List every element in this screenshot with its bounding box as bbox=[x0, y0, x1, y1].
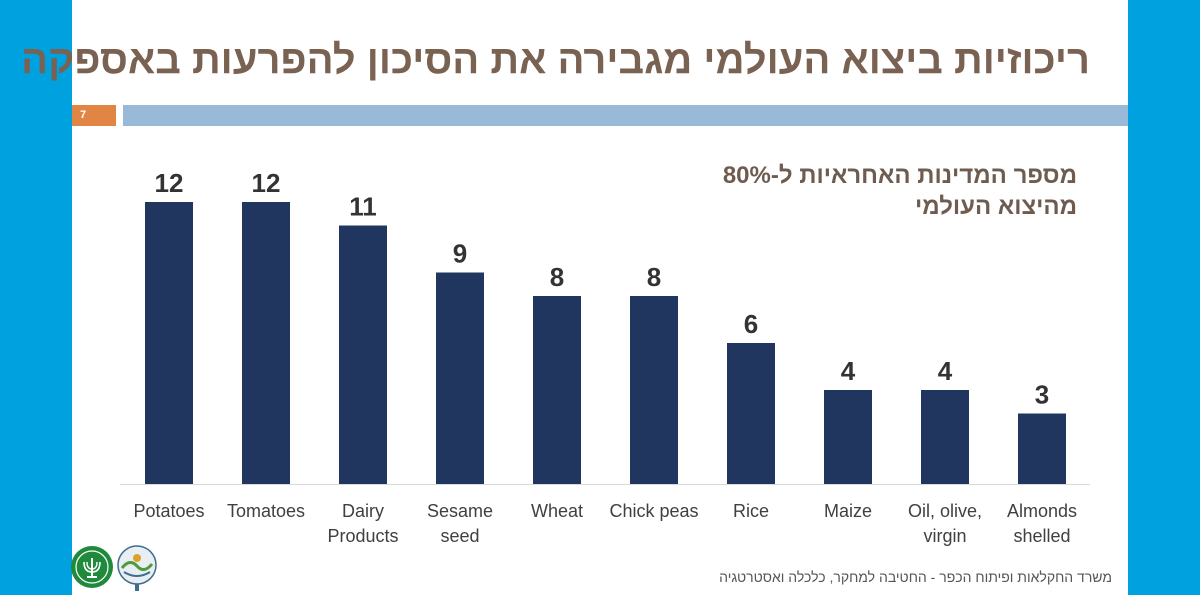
chart-subtitle-line2: מהיצוא העולמי bbox=[915, 193, 1077, 220]
research-division-emblem-icon bbox=[117, 545, 157, 591]
category-tick-label: Maize bbox=[824, 501, 872, 521]
category-tick-label: Oil, olive, virgin bbox=[908, 501, 982, 546]
bar bbox=[921, 390, 969, 484]
data-label: 11 bbox=[349, 192, 377, 222]
right-frame-bar bbox=[1128, 0, 1200, 595]
data-label: 8 bbox=[550, 262, 564, 292]
slide-title: ריכוזיות ביצוא העולמי מגבירה את הסיכון ל… bbox=[21, 38, 1090, 82]
chart-subtitle: מספר המדינות האחראיות ל-80% מהיצוא העולמ… bbox=[640, 160, 1077, 222]
data-label: 12 bbox=[252, 168, 281, 198]
bar bbox=[727, 343, 775, 484]
data-label: 4 bbox=[841, 356, 856, 386]
footer-source: משרד החקלאות ופיתוח הכפר - החטיבה למחקר,… bbox=[719, 569, 1112, 585]
category-tick-label: Almonds shelled bbox=[1007, 501, 1077, 546]
bar bbox=[339, 225, 387, 484]
chart-subtitle-line1: מספר המדינות האחראיות ל-80% bbox=[722, 162, 1077, 189]
bar bbox=[1018, 413, 1066, 484]
bar bbox=[436, 272, 484, 484]
category-tick-label: Tomatoes bbox=[227, 501, 305, 521]
category-tick-label: Sesame seed bbox=[427, 501, 493, 546]
data-label: 6 bbox=[744, 309, 758, 339]
data-label: 9 bbox=[453, 239, 467, 269]
category-tick-label: Wheat bbox=[531, 501, 583, 521]
category-tick-label: Potatoes bbox=[133, 501, 204, 521]
ministry-emblem-icon bbox=[71, 546, 113, 588]
title-rule bbox=[123, 105, 1128, 126]
category-tick-label: Chick peas bbox=[609, 501, 698, 521]
data-label: 4 bbox=[938, 356, 953, 386]
bar bbox=[824, 390, 872, 484]
category-tick-label: Dairy Products bbox=[327, 501, 398, 546]
bar bbox=[630, 296, 678, 484]
data-label: 8 bbox=[647, 262, 661, 292]
bar bbox=[533, 296, 581, 484]
data-label: 3 bbox=[1035, 380, 1049, 410]
data-label: 12 bbox=[155, 168, 184, 198]
slide-number: 7 bbox=[72, 105, 116, 126]
left-frame-bar bbox=[0, 0, 72, 595]
category-tick-label: Rice bbox=[733, 501, 769, 521]
bar bbox=[242, 202, 290, 484]
bar bbox=[145, 202, 193, 484]
